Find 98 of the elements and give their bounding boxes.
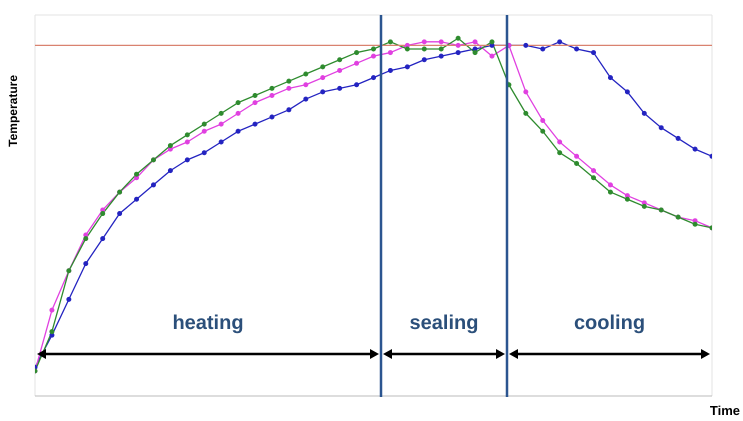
- point: [168, 143, 173, 148]
- point: [574, 154, 580, 159]
- point: [252, 122, 258, 127]
- point: [371, 54, 376, 59]
- point: [388, 50, 393, 56]
- point: [523, 42, 528, 48]
- point: [438, 39, 444, 44]
- point: [49, 308, 54, 313]
- point: [540, 118, 546, 124]
- point: [624, 89, 630, 94]
- point: [218, 110, 224, 116]
- point: [320, 89, 326, 94]
- point: [269, 92, 274, 98]
- point: [134, 172, 140, 177]
- point: [624, 196, 630, 202]
- point: [354, 50, 360, 56]
- point: [320, 75, 326, 80]
- point: [202, 128, 207, 134]
- point: [591, 175, 596, 180]
- point: [489, 39, 494, 44]
- point: [202, 122, 207, 127]
- point: [236, 128, 241, 134]
- point: [608, 75, 613, 80]
- point: [456, 36, 461, 41]
- point: [286, 78, 292, 84]
- point: [472, 39, 478, 44]
- point: [286, 86, 292, 91]
- point: [404, 46, 410, 52]
- point: [422, 46, 427, 52]
- point: [303, 72, 308, 77]
- point: [658, 125, 664, 130]
- y-axis-title: Temperature: [6, 75, 20, 147]
- annotation: sealing: [410, 312, 478, 334]
- point: [83, 261, 88, 266]
- point: [150, 182, 156, 188]
- point: [540, 46, 546, 52]
- point: [692, 222, 698, 227]
- point: [608, 190, 613, 195]
- point: [489, 54, 494, 59]
- point: [574, 46, 580, 52]
- point: [557, 39, 562, 44]
- point: [184, 132, 190, 138]
- point: [218, 140, 224, 144]
- point: [184, 157, 190, 162]
- point: [202, 150, 207, 156]
- point: [337, 86, 342, 91]
- x-axis-title: Time: [710, 403, 740, 418]
- point: [269, 114, 274, 120]
- point: [404, 64, 410, 70]
- point: [168, 168, 173, 174]
- point: [303, 96, 308, 102]
- point: [642, 110, 647, 116]
- point: [286, 107, 292, 112]
- point: [337, 68, 342, 73]
- point: [354, 82, 360, 88]
- point: [574, 160, 580, 166]
- point: [388, 68, 393, 73]
- point: [252, 92, 258, 98]
- point: [523, 110, 528, 116]
- point: [236, 110, 241, 116]
- point: [66, 296, 72, 302]
- point: [354, 60, 360, 66]
- point: [422, 57, 427, 62]
- point: [184, 140, 190, 144]
- point: [269, 86, 274, 91]
- point: [218, 122, 224, 127]
- point: [371, 75, 376, 80]
- annotation: heating: [172, 312, 244, 334]
- point: [100, 236, 106, 242]
- point: [388, 39, 393, 44]
- point: [303, 82, 308, 88]
- point: [472, 50, 478, 56]
- point: [456, 50, 461, 56]
- point: [692, 146, 698, 152]
- point: [320, 64, 326, 70]
- point: [236, 100, 241, 106]
- point: [591, 168, 596, 174]
- point: [540, 128, 546, 134]
- point: [252, 100, 258, 106]
- annotation: cooling: [574, 312, 646, 334]
- point: [117, 211, 122, 216]
- point: [676, 136, 681, 141]
- point: [422, 39, 427, 44]
- point: [456, 42, 461, 48]
- point: [591, 50, 596, 56]
- point: [608, 182, 613, 188]
- point: [49, 329, 54, 334]
- point: [438, 54, 444, 59]
- point: [557, 150, 562, 156]
- point: [557, 140, 562, 144]
- point: [642, 204, 647, 209]
- point: [523, 89, 528, 94]
- point: [438, 46, 444, 52]
- point: [371, 46, 376, 52]
- point: [337, 57, 342, 62]
- point: [134, 196, 140, 202]
- point: [83, 236, 88, 242]
- point: [100, 211, 106, 216]
